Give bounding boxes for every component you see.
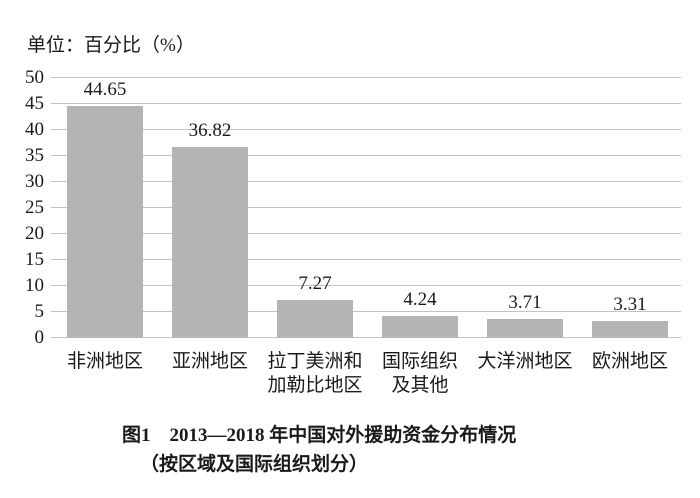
caption-line-1: 图1 2013—2018 年中国对外援助资金分布情况 <box>122 425 517 446</box>
caption-line-2: （按区域及国际组织划分） <box>140 454 369 475</box>
y-tick-label: 35 <box>25 145 44 166</box>
gridline <box>51 77 681 78</box>
gridline <box>51 233 681 234</box>
x-category-label: 亚洲地区 <box>135 350 285 374</box>
x-category-label-line: 及其他 <box>391 375 449 396</box>
y-tick-label: 5 <box>34 301 45 322</box>
bar-value-label: 4.24 <box>403 288 437 310</box>
bar <box>592 320 668 338</box>
y-tick-label: 50 <box>25 67 44 88</box>
bar-value-label: 44.65 <box>83 78 127 100</box>
plot-area: 44.65 36.82 7.27 4.24 3.71 3.31 <box>51 77 681 338</box>
x-category-label-line: 加勒比地区 <box>267 375 363 396</box>
y-tick-label: 20 <box>25 223 44 244</box>
bar <box>382 315 458 338</box>
bar-value-label: 3.31 <box>613 293 647 315</box>
bar-value-label: 3.71 <box>508 291 542 313</box>
y-tick-label: 15 <box>25 249 44 270</box>
bar <box>277 300 353 338</box>
x-category-label: 拉丁美洲和加勒比地区 <box>240 350 390 398</box>
gridline <box>51 259 681 260</box>
y-tick-label: 45 <box>25 93 44 114</box>
bar-value-label: 36.82 <box>188 119 232 141</box>
bar <box>67 105 143 338</box>
y-tick-label: 25 <box>25 197 44 218</box>
gridline <box>51 103 681 104</box>
gridline <box>51 207 681 208</box>
bar-value-label: 7.27 <box>298 273 332 295</box>
x-category-label-line: 国际组织 <box>381 351 458 372</box>
gridline <box>51 155 681 156</box>
x-category-label-line: 亚洲地区 <box>171 351 248 372</box>
y-axis-unit-label: 单位：百分比（%） <box>27 35 195 56</box>
x-category-label: 大洋洲地区 <box>450 350 600 374</box>
x-category-label-line: 大洋洲地区 <box>477 351 573 372</box>
x-category-label: 国际组织 及其他 <box>345 350 495 398</box>
x-category-label: 欧洲地区 <box>555 350 700 374</box>
y-tick-label: 40 <box>25 119 44 140</box>
bar <box>172 146 248 338</box>
x-category-label: 非洲地区 <box>30 350 180 374</box>
gridline <box>51 285 681 286</box>
gridline <box>51 337 681 338</box>
y-tick-label: 30 <box>25 171 44 192</box>
gridline <box>51 181 681 182</box>
x-category-label-line: 非洲地区 <box>66 351 143 372</box>
x-category-label-line: 欧洲地区 <box>591 351 668 372</box>
y-tick-label: 10 <box>25 275 44 296</box>
x-category-label-line: 拉丁美洲和 <box>267 351 363 372</box>
gridline <box>51 129 681 130</box>
bar <box>487 318 563 338</box>
gridline <box>51 311 681 312</box>
y-tick-label: 0 <box>34 327 45 348</box>
